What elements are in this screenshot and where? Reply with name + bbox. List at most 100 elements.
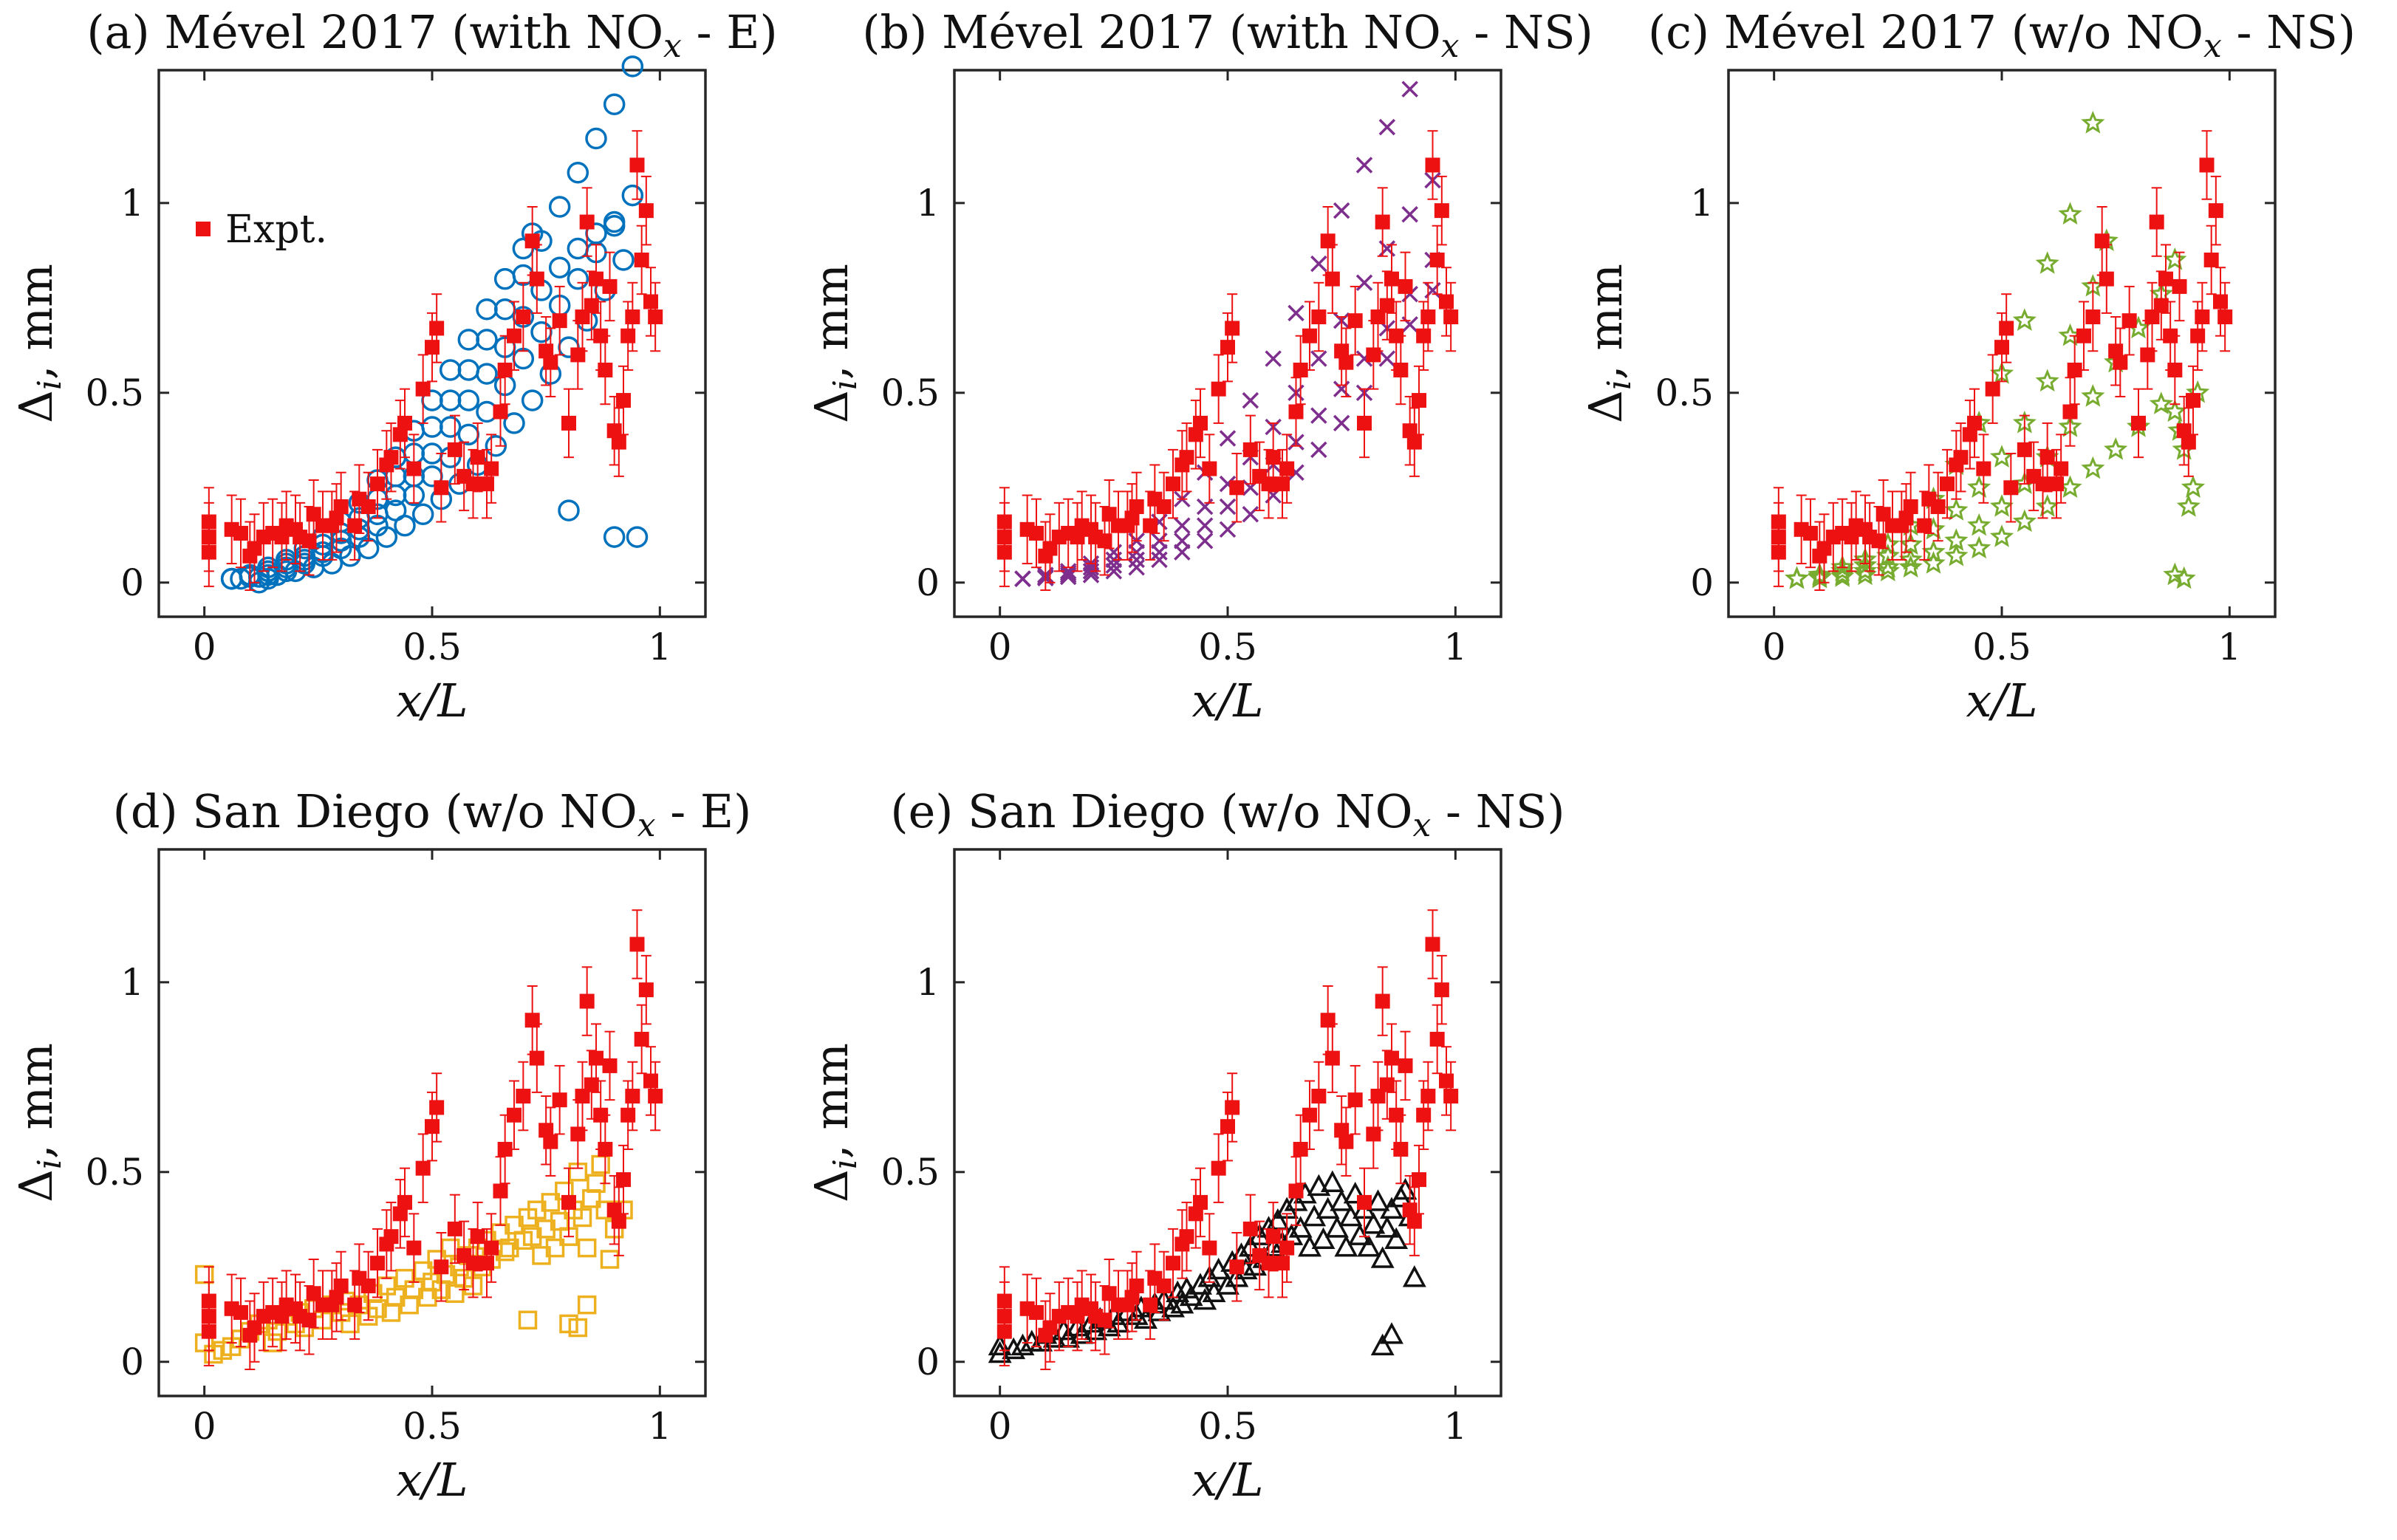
sim-point — [1011, 1333, 1035, 1355]
expt-point — [1166, 1256, 1180, 1271]
panel-title-suffix: - E) — [656, 784, 752, 838]
xtick-label: 1 — [1443, 626, 1467, 668]
sim-point — [1944, 543, 1969, 567]
expt-point — [1384, 1050, 1399, 1066]
sim-point — [541, 1193, 561, 1212]
expt-point — [1242, 1221, 1258, 1236]
expt-point — [233, 525, 248, 541]
expt-point — [360, 1278, 376, 1293]
expt-point — [306, 1286, 321, 1301]
expt-point — [620, 1107, 636, 1123]
expt-point — [1379, 1077, 1395, 1092]
expt-point — [1439, 294, 1454, 309]
x-axis-label: x/L — [1191, 674, 1263, 728]
expt-point — [347, 518, 363, 533]
sim-point — [2149, 391, 2173, 414]
panel-c: (c) Mével 2017 (w/o NOx - NS) 0 0.5 1 0 0.5 1 x… — [1579, 5, 2356, 728]
ytick-label: 0 — [1690, 561, 1714, 604]
panel-title-subscript: x — [1441, 27, 1460, 65]
sim-point — [577, 1238, 597, 1258]
experiment-b — [996, 130, 1459, 592]
expt-point — [434, 1259, 449, 1275]
sim-point — [1967, 475, 1991, 498]
legend-label: Expt. — [225, 208, 327, 252]
expt-point — [1338, 1134, 1354, 1149]
expt-point — [1917, 518, 1932, 533]
expt-point — [1261, 1256, 1276, 1271]
expt-point — [643, 294, 658, 309]
expt-point — [1357, 415, 1372, 431]
sim-point — [1128, 551, 1145, 569]
panel-title-suffix: - E) — [682, 5, 778, 59]
expt-point — [497, 1141, 513, 1157]
expt-point — [1398, 1058, 1413, 1073]
y-label-unit: , mm — [9, 1043, 63, 1159]
expt-point — [1771, 544, 1786, 560]
sim-point — [1288, 304, 1304, 322]
sim-point — [1830, 558, 1855, 582]
expt-point — [1379, 298, 1395, 313]
expt-point — [1129, 1278, 1144, 1293]
expt-point — [598, 362, 613, 377]
expt-point — [1302, 1107, 1317, 1123]
expt-point — [1434, 203, 1449, 219]
sim-point — [603, 214, 626, 237]
expt-point — [301, 533, 317, 549]
expt-point — [643, 1073, 658, 1089]
expt-point — [465, 476, 481, 492]
expt-point — [1816, 541, 1832, 556]
y-label-subscript: i — [1601, 380, 1638, 390]
expt-point — [425, 340, 440, 355]
expt-point — [1211, 381, 1226, 397]
expt-point — [1101, 1286, 1117, 1301]
ytick-label: 1 — [120, 182, 144, 225]
sim-point — [2035, 369, 2059, 392]
sim-point — [1059, 567, 1077, 584]
expt-point — [370, 1256, 385, 1271]
expt-point — [201, 1324, 216, 1339]
y-axis-label: Δi, mm — [9, 264, 69, 423]
experiment-e — [996, 909, 1459, 1371]
sim-point — [1402, 1265, 1426, 1287]
expt-point — [1302, 328, 1317, 343]
expt-point — [470, 450, 485, 465]
expt-point — [1097, 1313, 1112, 1328]
expt-point — [575, 309, 590, 325]
ytick-label: 0 — [120, 561, 144, 604]
sim-point — [2176, 494, 2201, 517]
expt-point — [529, 271, 544, 287]
y-label-main: Δ — [1579, 390, 1632, 423]
expt-point — [1220, 340, 1235, 355]
expt-point — [2099, 271, 2114, 287]
panel-title-suffix: - NS) — [1431, 784, 1565, 838]
panel-title-a: (a) Mével 2017 (with NOx - E) — [86, 5, 777, 65]
y-label-main: Δ — [9, 390, 63, 423]
sim-point — [411, 503, 434, 525]
expt-point — [360, 499, 376, 514]
expt-point — [274, 530, 290, 545]
expt-point — [1962, 427, 1977, 442]
expt-point — [1275, 1256, 1290, 1271]
expt-point — [301, 1313, 317, 1328]
expt-point — [1202, 461, 1217, 476]
sim-point — [1875, 555, 1900, 578]
panel-title-prefix: (e) San Diego (w/o NO — [890, 784, 1412, 838]
expt-point — [1384, 271, 1399, 287]
xtick-label: 0.5 — [1972, 626, 2031, 668]
sim-point — [1898, 547, 1923, 570]
expt-point — [397, 1194, 412, 1210]
sim-point — [521, 389, 544, 411]
expt-point — [2062, 404, 2078, 420]
expt-point — [1129, 499, 1144, 514]
expt-point — [616, 393, 631, 408]
expt-point — [1193, 1194, 1208, 1210]
sim-point — [1334, 1234, 1358, 1257]
sim-point — [567, 162, 589, 184]
xtick-label: 0.5 — [1198, 626, 1257, 668]
expt-point — [2131, 415, 2146, 431]
expt-point — [1265, 450, 1281, 465]
expt-point — [2085, 309, 2101, 325]
sim-point — [1059, 568, 1077, 586]
sim-point — [1310, 350, 1327, 367]
expt-point — [1156, 1278, 1172, 1293]
